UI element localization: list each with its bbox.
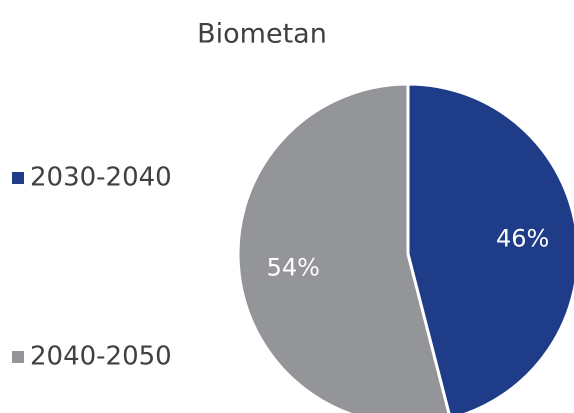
legend-label: 2030-2040 (30, 163, 172, 193)
data-label: 46% (496, 225, 549, 253)
data-label: 54% (267, 253, 320, 281)
legend-swatch (12, 351, 24, 363)
legend-label: 2040-2050 (30, 342, 172, 372)
legend-swatch (12, 172, 24, 184)
pie-slice (406, 82, 574, 413)
chart-title: Biometan (197, 19, 327, 50)
pie-slice (236, 82, 451, 413)
